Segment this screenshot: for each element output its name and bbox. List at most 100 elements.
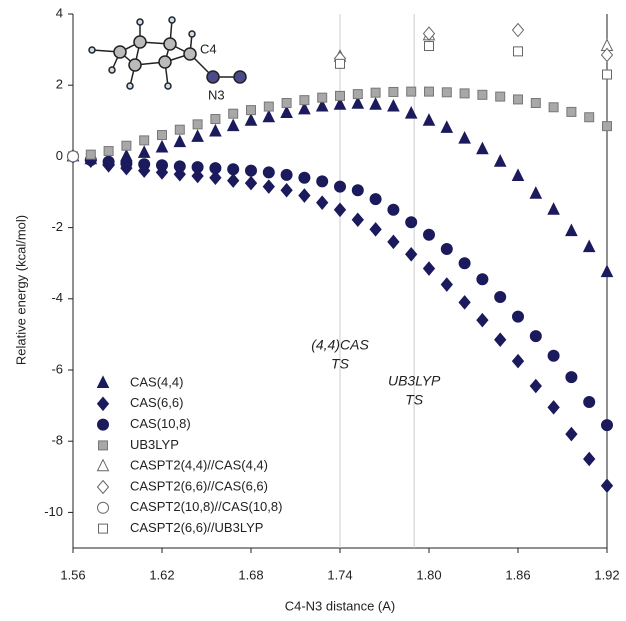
marker — [299, 172, 310, 183]
marker — [424, 262, 435, 275]
marker — [459, 296, 470, 309]
marker — [193, 120, 202, 129]
marker — [86, 150, 95, 159]
annotation: UB3LYP — [388, 373, 441, 389]
marker — [246, 114, 257, 125]
y-tick-label: 4 — [56, 5, 63, 20]
marker — [441, 243, 452, 254]
marker — [174, 161, 185, 172]
marker — [460, 89, 469, 98]
marker — [459, 132, 470, 143]
marker — [424, 229, 435, 240]
marker — [175, 125, 184, 134]
marker — [566, 225, 577, 236]
marker — [140, 136, 149, 145]
legend-marker — [98, 397, 109, 410]
marker — [281, 184, 292, 197]
marker — [496, 92, 505, 101]
legend-label: CASPT2(10,8)//CAS(10,8) — [130, 499, 282, 514]
marker — [335, 203, 346, 216]
marker — [281, 106, 292, 117]
series — [335, 24, 613, 65]
marker — [477, 314, 488, 327]
marker — [121, 158, 132, 169]
x-tick-label: 1.74 — [327, 567, 352, 582]
marker — [602, 420, 613, 431]
marker — [352, 213, 363, 226]
series — [336, 42, 612, 79]
marker — [246, 165, 257, 176]
marker — [157, 141, 168, 152]
marker — [531, 99, 540, 108]
marker — [603, 70, 612, 79]
marker — [228, 174, 239, 187]
x-tick-label: 1.80 — [416, 567, 441, 582]
y-tick-label: -10 — [44, 504, 63, 519]
marker — [602, 266, 613, 277]
legend-marker — [99, 441, 108, 450]
marker — [442, 88, 451, 97]
marker — [336, 91, 345, 100]
marker — [370, 223, 381, 236]
legend-marker — [98, 481, 109, 494]
annotation: TS — [331, 356, 350, 372]
marker — [371, 88, 380, 97]
legend-label: CASPT2(4,4)//CAS(4,4) — [130, 458, 268, 473]
marker — [406, 217, 417, 228]
marker — [530, 380, 541, 393]
legend-label: CASPT2(6,6)//UB3LYP — [130, 520, 263, 535]
legend-marker — [98, 460, 109, 471]
legend-marker — [98, 377, 109, 388]
marker — [299, 189, 310, 202]
marker — [495, 292, 506, 303]
y-axis-title: Relative energy (kcal/mol) — [13, 215, 28, 365]
marker — [425, 87, 434, 96]
marker — [388, 204, 399, 215]
y-tick-label: 0 — [56, 148, 63, 163]
marker — [514, 95, 523, 104]
marker — [585, 113, 594, 122]
legend-marker — [98, 419, 109, 430]
marker — [407, 87, 416, 96]
marker — [122, 141, 131, 150]
marker — [406, 107, 417, 118]
legend-label: CAS(6,6) — [130, 395, 183, 410]
marker — [353, 90, 362, 99]
marker — [389, 87, 398, 96]
y-tick-label: -4 — [51, 290, 63, 305]
x-tick-label: 1.92 — [594, 567, 619, 582]
marker — [352, 185, 363, 196]
legend-marker — [99, 524, 108, 533]
marker — [406, 248, 417, 261]
legend-label: CAS(10,8) — [130, 416, 191, 431]
x-tick-label: 1.86 — [505, 567, 530, 582]
marker — [68, 151, 79, 162]
chart: C4 N3 C4-N3 distance (A) Relative energy… — [0, 0, 626, 621]
x-tick-label: 1.68 — [238, 567, 263, 582]
legend-label: CASPT2(6,6)//CAS(6,6) — [130, 478, 268, 493]
marker — [530, 187, 541, 198]
marker — [104, 147, 113, 156]
marker — [478, 90, 487, 99]
marker — [281, 169, 292, 180]
marker — [228, 120, 239, 131]
molecule-inset — [89, 17, 246, 89]
marker — [263, 180, 274, 193]
marker — [157, 160, 168, 171]
marker — [318, 93, 327, 102]
legend-label: CAS(4,4) — [130, 374, 183, 389]
marker — [513, 24, 524, 37]
marker — [388, 100, 399, 111]
marker — [282, 99, 291, 108]
annotation: TS — [405, 392, 424, 408]
legend-marker — [98, 502, 109, 513]
legend-label: UB3LYP — [130, 437, 179, 452]
marker — [584, 397, 595, 408]
y-tick-label: -2 — [51, 219, 63, 234]
marker — [263, 111, 274, 122]
marker — [228, 164, 239, 175]
marker — [174, 136, 185, 147]
inset-label: N3 — [208, 87, 225, 102]
marker — [548, 401, 559, 414]
marker — [424, 114, 435, 125]
